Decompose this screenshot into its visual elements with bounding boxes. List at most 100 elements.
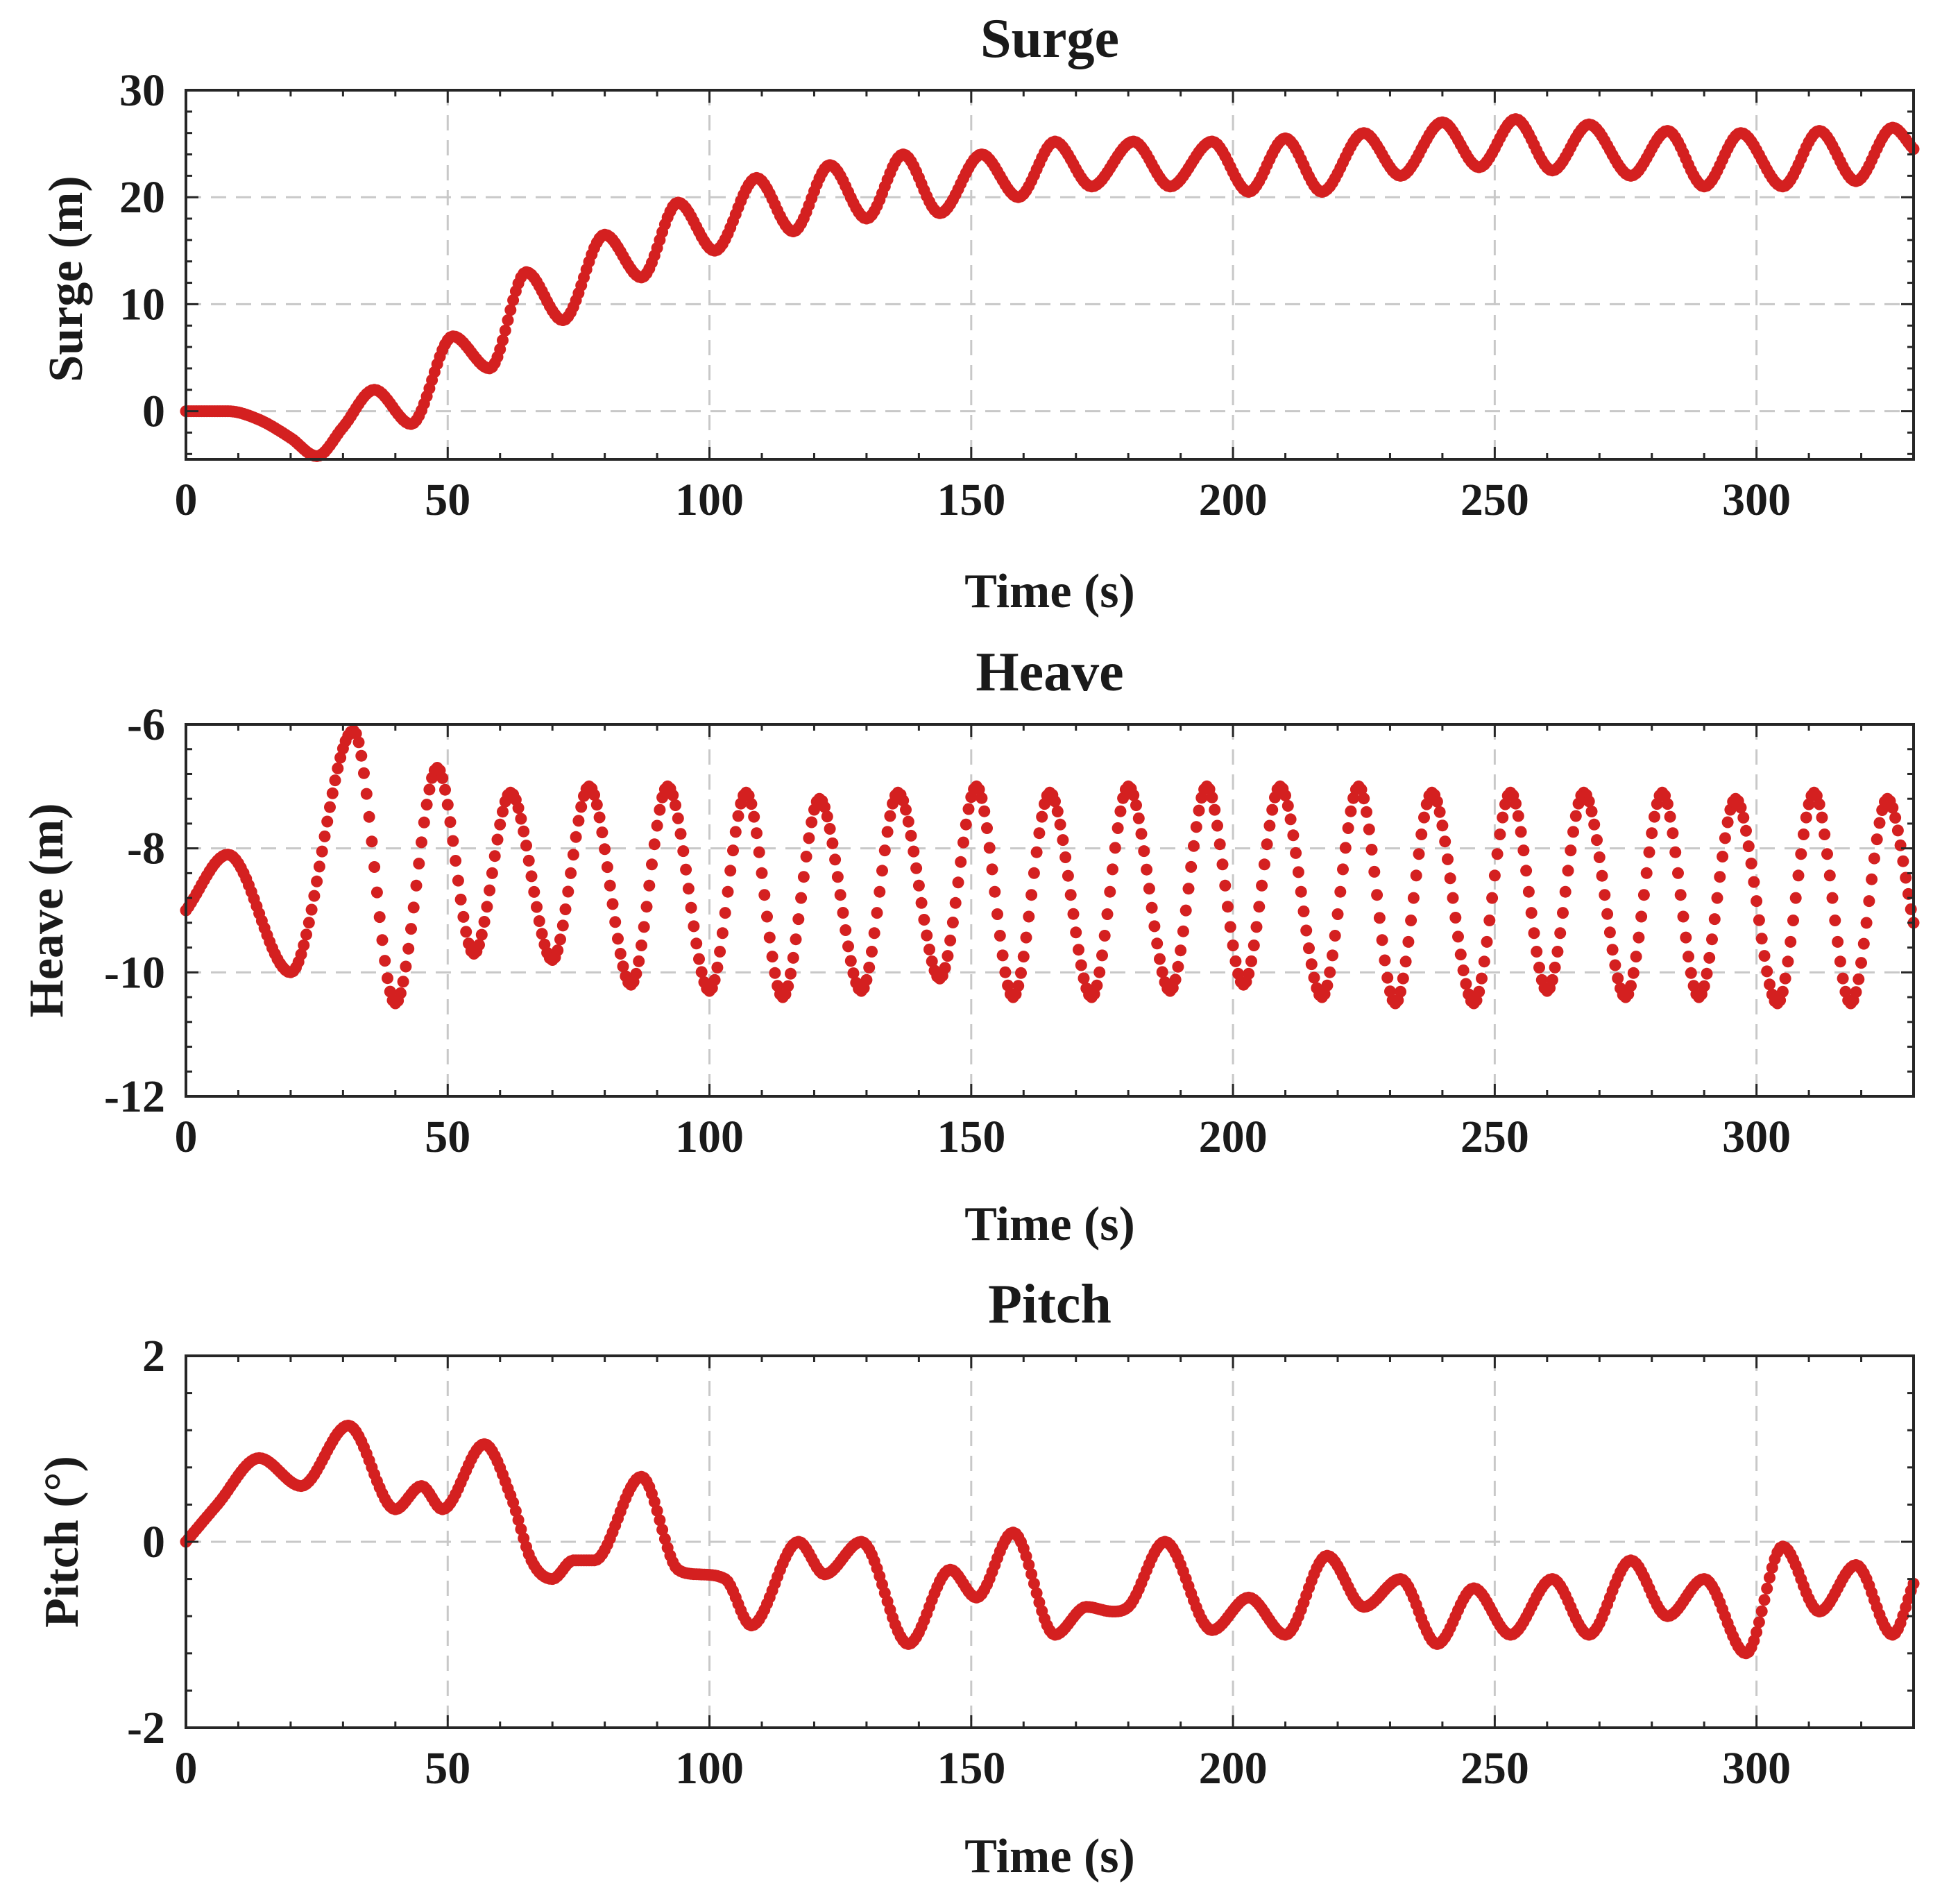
heave-data-point <box>1148 920 1161 933</box>
pitch-data-point <box>656 1524 669 1536</box>
heave-data-point <box>1433 806 1446 818</box>
heave-data-point <box>756 867 768 879</box>
heave-data-point <box>313 860 325 873</box>
heave-data-point <box>397 976 409 988</box>
heave-data-point <box>912 879 925 892</box>
heave-data-point <box>991 908 1003 920</box>
heave-data-point <box>876 865 888 877</box>
pitch-data-point <box>1025 1568 1038 1581</box>
heave-data-point <box>457 910 470 923</box>
heave-data-point <box>402 942 415 955</box>
heave-data-point <box>957 836 969 849</box>
heave-data-point <box>1758 950 1771 962</box>
heave-data-point <box>394 987 407 999</box>
heave-data-point <box>1834 955 1846 968</box>
heave-data-point <box>996 949 1009 962</box>
heave-data-point <box>473 939 485 951</box>
heave-data-point <box>1442 853 1454 865</box>
heave-data-point <box>1855 957 1867 969</box>
heave-data-point <box>1209 804 1221 816</box>
heave-data-point <box>1821 848 1833 860</box>
heave-data-point <box>1748 876 1760 888</box>
heave-data-point <box>1020 931 1032 944</box>
heave-data-point <box>1798 828 1809 840</box>
heave-data-point <box>842 940 854 953</box>
heave-data-point <box>441 799 454 811</box>
heave-data-point <box>1630 951 1642 963</box>
heave-data-point <box>976 792 988 804</box>
heave-data-point <box>1193 804 1205 817</box>
heave-data-point <box>1633 931 1645 944</box>
heave-data-point <box>1156 966 1168 978</box>
heave-data-point <box>1327 949 1338 962</box>
heave-data-point <box>1284 813 1297 826</box>
heave-data-point <box>685 901 697 914</box>
pitch-panel: Pitch 0 50 100 150 200 250 300-202 Time (s) Pi… <box>35 1274 1920 1883</box>
heave-data-point <box>745 798 758 810</box>
heave-data-point <box>900 804 912 816</box>
heave-data-point <box>1649 810 1660 823</box>
heave-data-point <box>444 816 457 828</box>
heave-data-point <box>515 813 527 825</box>
heave-data-point <box>1672 867 1684 879</box>
heave-data-point <box>1025 889 1038 901</box>
heave-data-point <box>1281 799 1294 812</box>
heave-data-point <box>1551 946 1564 958</box>
heave-data-point <box>1345 805 1357 817</box>
heave-data-point <box>729 826 742 838</box>
heave-data-point <box>308 890 321 902</box>
heave-data-point <box>1295 885 1307 898</box>
heave-data-point <box>897 794 910 807</box>
heave-data-point <box>1698 980 1710 992</box>
heave-data-point <box>1866 873 1878 885</box>
heave-data-point <box>1525 907 1538 919</box>
heave-data-point <box>1627 967 1640 979</box>
heave-data-point <box>1599 889 1611 901</box>
heave-data-point <box>871 907 883 919</box>
heave-data-point <box>531 901 543 913</box>
heave-data-point <box>874 885 886 898</box>
heave-data-point <box>1439 835 1451 848</box>
heave-data-point <box>714 946 726 958</box>
heave-data-point <box>1669 846 1682 858</box>
heave-data-point <box>1096 949 1108 962</box>
heave-data-point <box>1229 955 1242 967</box>
heave-data-point <box>1057 834 1069 847</box>
surge-ytick-label: 20 <box>119 172 165 223</box>
heave-data-point <box>1591 834 1603 847</box>
heave-data-point <box>318 830 331 842</box>
heave-data-point <box>418 816 430 828</box>
heave-data-point <box>570 831 582 843</box>
heave-data-point <box>672 812 684 824</box>
heave-data-point <box>368 861 381 873</box>
pitch-xtick-label: 250 <box>1461 1743 1529 1794</box>
heave-data-point <box>986 863 998 876</box>
heave-data-point <box>363 810 375 823</box>
heave-data-point <box>1701 967 1713 980</box>
heave-data-point <box>360 788 373 800</box>
heave-data-point <box>1130 799 1142 811</box>
surge-data-point <box>499 324 511 337</box>
heave-data-point <box>688 920 700 933</box>
heave-data-point <box>1891 824 1904 837</box>
heave-data-point <box>1104 885 1116 898</box>
heave-data-point <box>1303 942 1315 955</box>
surge-xtick-label: 100 <box>675 475 744 525</box>
heave-data-point <box>761 910 773 923</box>
heave-data-point <box>905 829 917 842</box>
heave-data-point <box>677 845 690 858</box>
heave-data-point <box>1800 811 1812 824</box>
heave-data-point <box>1093 966 1106 978</box>
heave-data-point <box>311 875 323 887</box>
heave-data-point <box>1637 889 1650 901</box>
pitch-data-point <box>648 1495 661 1508</box>
pitch-xtick-label: 50 <box>425 1743 470 1794</box>
heave-data-point <box>1107 863 1118 876</box>
heave-data-point <box>590 799 603 811</box>
heave-data-point <box>860 974 873 986</box>
surge-xtick-label: 250 <box>1461 475 1529 525</box>
heave-data-point <box>303 917 315 929</box>
heave-data-point <box>1070 926 1082 939</box>
heave-data-point <box>819 801 831 813</box>
heave-data-point <box>371 886 383 899</box>
